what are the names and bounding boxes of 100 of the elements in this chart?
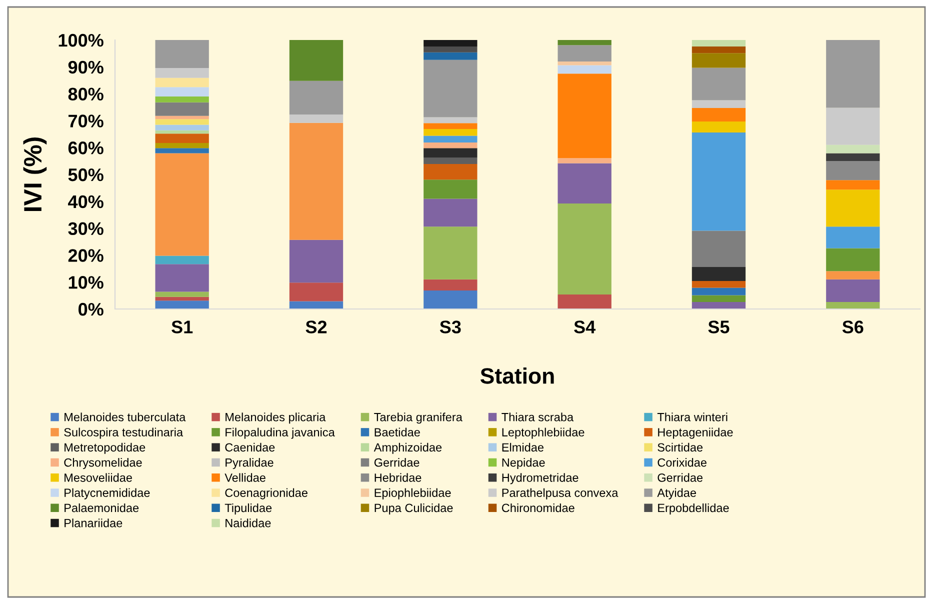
x-axis-title: Station xyxy=(480,368,554,384)
legend-label: Tipulidae xyxy=(224,503,272,514)
bar xyxy=(826,40,880,108)
bar xyxy=(424,60,478,118)
bar xyxy=(692,100,746,108)
bar xyxy=(692,288,746,296)
bar xyxy=(692,230,746,268)
legend-label: Amphizoidae xyxy=(374,442,442,454)
bar xyxy=(155,130,209,134)
bar xyxy=(826,161,880,180)
bar xyxy=(289,40,344,81)
bar xyxy=(692,68,746,100)
legend-label: Hebridae xyxy=(374,473,422,482)
y-tick-label: 60% xyxy=(68,142,104,154)
bar xyxy=(826,180,880,190)
bar xyxy=(558,74,612,158)
bar xyxy=(289,240,344,283)
bar xyxy=(424,158,478,164)
bar xyxy=(826,302,880,309)
legend-label: Scirtidae xyxy=(658,442,703,452)
legend-label: Erpobdellidae xyxy=(658,503,729,514)
bar xyxy=(558,163,612,204)
bar xyxy=(826,153,880,162)
bar xyxy=(424,279,478,290)
bar xyxy=(424,46,478,52)
legend-label: Sulcospira testudinaria xyxy=(64,428,184,439)
bar xyxy=(424,198,478,227)
bar xyxy=(826,279,880,302)
bar xyxy=(289,301,344,309)
bar xyxy=(692,46,746,54)
x-tick-label: S2 xyxy=(306,320,327,334)
x-tick-label: S5 xyxy=(708,320,730,334)
legend-label: Chironomidae xyxy=(502,503,574,512)
bar xyxy=(155,40,209,68)
legend-label: Gerridae xyxy=(374,458,420,467)
bar xyxy=(155,134,209,144)
legend-label: Platycnemididae xyxy=(64,488,150,500)
bar xyxy=(692,281,746,288)
bar xyxy=(692,267,746,282)
y-tick-label: 10% xyxy=(68,276,104,289)
x-tick-label: S1 xyxy=(172,320,193,334)
legend-label: Pyralidae xyxy=(226,458,274,470)
legend-label: Chrysomelidae xyxy=(64,458,142,470)
bar xyxy=(424,290,478,309)
legend-label: Thiara scraba xyxy=(502,412,574,422)
bar xyxy=(155,143,209,148)
bar xyxy=(692,132,746,231)
bar xyxy=(155,102,209,116)
bar xyxy=(155,124,209,130)
bar xyxy=(692,295,746,302)
legend-label: Coenagrionidae xyxy=(225,488,308,500)
bar xyxy=(692,53,746,68)
legend-label: Atyidae xyxy=(657,488,696,500)
legend-label: Filopaludina javanica xyxy=(226,428,335,439)
legend-label: Vellidae xyxy=(224,473,266,482)
legend-label: Corixidae xyxy=(658,458,706,467)
bar xyxy=(155,96,209,102)
legend-label: Metretopodidae xyxy=(64,442,146,454)
legend-label: Leptophlebiidae xyxy=(502,428,584,439)
bar xyxy=(826,108,880,145)
bar xyxy=(155,78,209,88)
bar xyxy=(692,302,746,309)
legend-label: Naididae xyxy=(226,518,271,528)
bar xyxy=(826,190,880,227)
bar xyxy=(558,40,612,46)
y-tick-label: 20% xyxy=(68,249,104,262)
bar xyxy=(558,65,612,74)
y-tick-label: 40% xyxy=(68,195,104,208)
legend-label: Palaemonidae xyxy=(64,503,139,512)
bar xyxy=(424,180,478,199)
y-tick-label: 100% xyxy=(58,34,104,47)
legend-label: Melanoides plicaria xyxy=(226,412,326,424)
y-tick-label: 70% xyxy=(68,114,104,128)
bar xyxy=(692,40,746,46)
bar xyxy=(424,164,478,180)
legend-label: Nepidae xyxy=(502,458,545,470)
y-tick-label: 80% xyxy=(68,88,104,101)
x-tick-label: S3 xyxy=(440,320,461,334)
bar xyxy=(155,68,209,78)
bar xyxy=(826,144,880,154)
bar xyxy=(289,122,344,240)
bar xyxy=(558,204,612,294)
bar xyxy=(692,122,746,133)
bar xyxy=(558,45,612,62)
bar xyxy=(155,300,209,309)
bar xyxy=(424,142,478,148)
bar xyxy=(826,226,880,248)
bar xyxy=(424,52,478,60)
bar xyxy=(289,80,344,115)
legend-label: Epiophlebiidae xyxy=(374,488,451,500)
bar xyxy=(155,292,209,297)
bar xyxy=(424,40,478,46)
bar xyxy=(289,282,344,302)
bar xyxy=(826,271,880,280)
y-axis-title: IVI (%) xyxy=(23,138,47,212)
bar xyxy=(155,296,209,301)
bar xyxy=(424,117,478,124)
y-tick-label: 0% xyxy=(78,302,104,316)
bar xyxy=(289,114,344,123)
bar xyxy=(424,148,478,158)
